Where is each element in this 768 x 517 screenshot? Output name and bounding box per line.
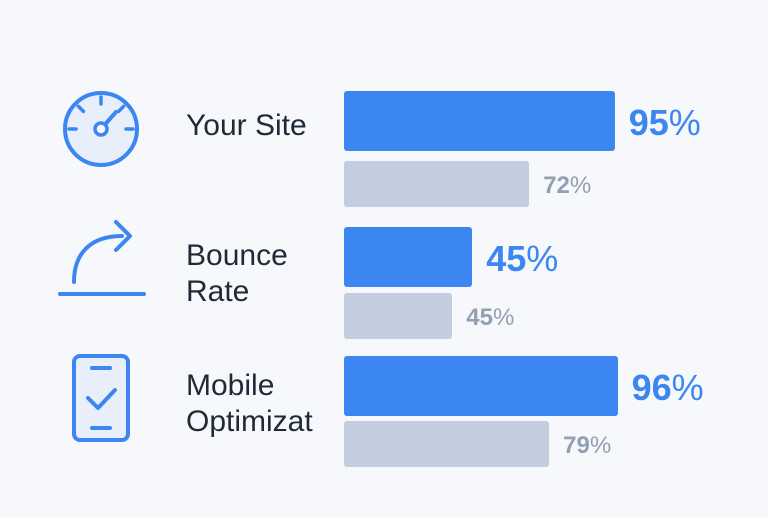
curved-arrow-icon	[58, 220, 146, 296]
speedometer-icon	[63, 91, 139, 167]
data-label-secondary: 45%	[466, 304, 515, 331]
data-label-primary: 95%	[628, 102, 701, 143]
data-label-secondary: 79%	[563, 432, 612, 459]
bar-primary	[344, 227, 473, 287]
bar-primary	[344, 356, 618, 416]
category-label: Your Site	[186, 109, 307, 142]
category-label: Mobile Optimizat	[186, 369, 313, 438]
bar-secondary	[344, 161, 530, 207]
bar-primary	[344, 91, 615, 151]
data-label-primary: 45%	[486, 238, 559, 279]
data-label-secondary: 72%	[543, 172, 592, 199]
category-label: Bounce Rate	[186, 239, 288, 308]
data-label-primary: 96%	[631, 367, 704, 408]
bar-secondary	[344, 421, 550, 467]
bar-secondary	[344, 293, 453, 339]
mobile-check-icon	[72, 354, 130, 442]
